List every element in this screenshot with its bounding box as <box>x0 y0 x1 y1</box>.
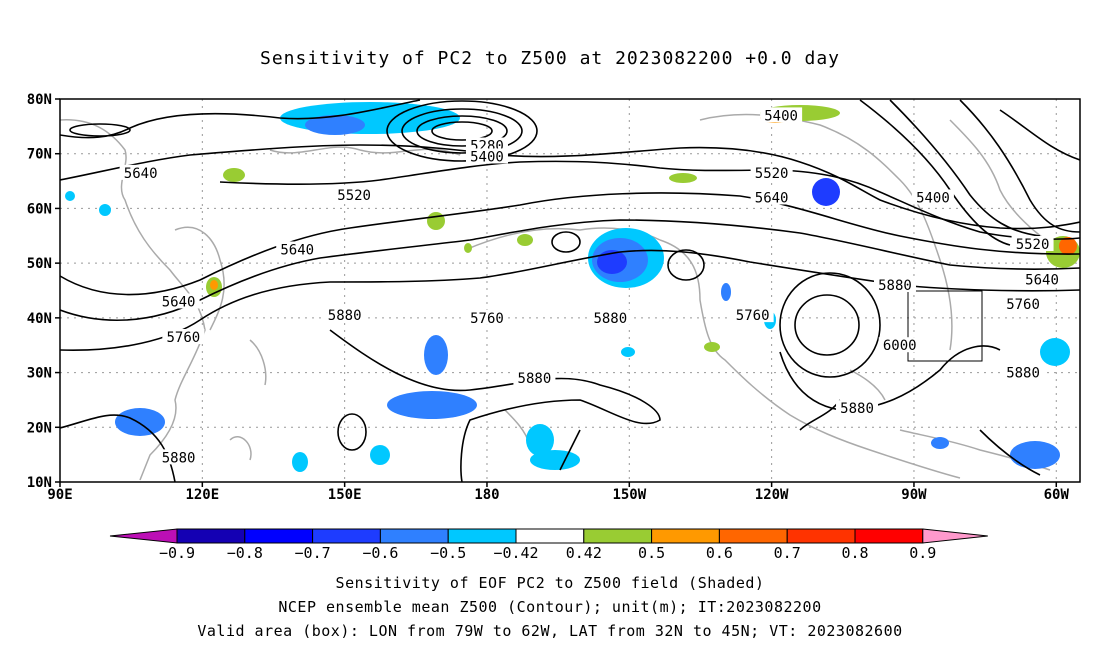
colorbar-label: −0.7 <box>295 544 331 562</box>
colorbar-min-arrow <box>109 528 178 544</box>
contour-label: 5400 <box>764 108 798 124</box>
contour-label: 5880 <box>518 371 552 387</box>
contour-label: 5760 <box>736 308 770 324</box>
colorbar: −0.9 −0.8 −0.7 −0.6 −0.5 −0.42 0.42 0.5 0.6 0.7 0.… <box>109 528 988 562</box>
contour-label: 5880 <box>593 311 627 327</box>
colorbar-label: 0.9 <box>909 544 936 562</box>
colorbar-label: −0.5 <box>430 544 466 562</box>
contour-label: 5520 <box>1016 237 1050 253</box>
lat-tick-label: 30N <box>27 366 52 382</box>
contour-label-bg <box>119 164 162 180</box>
contour-label: 5640 <box>124 166 158 182</box>
contour-label-bg <box>589 309 632 325</box>
coastlines <box>60 113 1061 481</box>
caption-valid-area: Valid area (box): LON from 79W to 62W, L… <box>197 622 903 640</box>
contour-label: 5400 <box>470 149 504 165</box>
lat-tick-label: 60N <box>27 201 52 217</box>
contour-label-bg <box>1011 235 1054 251</box>
lat-tick-label: 10N <box>27 475 52 491</box>
map-frame <box>59 98 1081 483</box>
contour-label-bg <box>465 148 508 164</box>
plot-title: Sensitivity of PC2 to Z500 at 2023082200… <box>259 48 840 69</box>
caption-shading: Sensitivity of EOF PC2 to Z500 field (Sh… <box>335 574 765 592</box>
colorbar-segment <box>176 528 246 544</box>
valid-area-box <box>907 290 983 362</box>
lat-tick-label: 80N <box>27 92 52 108</box>
contour-label: 5400 <box>916 190 950 206</box>
contour-label: 5640 <box>280 242 314 258</box>
colorbar-label: −0.8 <box>227 544 263 562</box>
contour-label-bg <box>1002 364 1045 380</box>
lon-tick-label: 150W <box>612 487 646 503</box>
colorbar-label: 0.5 <box>638 544 665 562</box>
lon-tick-label: 60W <box>1044 487 1070 503</box>
contour-label-bg <box>157 449 200 465</box>
colorbar-label: −0.9 <box>159 544 195 562</box>
colorbar-label: 0.7 <box>774 544 801 562</box>
caption-contour: NCEP ensemble mean Z500 (Contour); unit(… <box>278 598 822 616</box>
contour-label: 5760 <box>1006 297 1040 313</box>
lon-tick-label: 120E <box>185 487 219 503</box>
colorbar-label: −0.6 <box>362 544 398 562</box>
contour-label-bg <box>911 189 954 205</box>
colorbar-segment <box>515 528 585 544</box>
colorbar-segment <box>379 528 449 544</box>
contour-label-bg <box>465 309 508 325</box>
lon-tick-label: 90W <box>901 487 927 503</box>
contour-label-bg <box>276 241 319 257</box>
colorbar-segment <box>244 528 314 544</box>
colorbar-label: −0.42 <box>493 544 538 562</box>
lon-tick-label: 120W <box>755 487 789 503</box>
colorbar-segment <box>651 528 720 544</box>
colorbar-segment <box>312 528 381 544</box>
contour-label: 5880 <box>162 450 196 466</box>
colorbar-max-arrow <box>922 528 988 544</box>
contour-label-bg <box>162 329 205 345</box>
colorbar-label: 0.6 <box>706 544 733 562</box>
contour-label: 5640 <box>755 190 789 206</box>
lon-tick-label: 180 <box>474 487 499 503</box>
contour-label-bg <box>333 186 376 202</box>
contour-label-bg <box>513 370 556 386</box>
colorbar-segment <box>854 528 924 544</box>
contour-label-bg <box>1021 271 1064 287</box>
lon-tick-label: 150E <box>328 487 362 503</box>
lat-tick-label: 70N <box>27 147 52 163</box>
contour-label: 5760 <box>166 330 200 346</box>
colorbar-segment <box>583 528 653 544</box>
contour-label-bg <box>873 277 916 293</box>
contour-label: 5880 <box>1006 366 1040 382</box>
contour-label-bg <box>750 189 793 205</box>
contour-label: 5640 <box>1025 273 1059 289</box>
colorbar-label: 0.8 <box>841 544 868 562</box>
lat-tick-label: 50N <box>27 256 52 272</box>
colorbar-label: 0.42 <box>566 544 602 562</box>
lon-tick-label: 90E <box>47 487 72 503</box>
contour-label-bg <box>878 337 921 353</box>
contour-label-bg <box>323 307 366 323</box>
contour-label-bg <box>1002 296 1045 312</box>
contour-label: 5880 <box>878 278 912 294</box>
contour-label-bg <box>836 400 879 416</box>
colorbar-segment <box>718 528 788 544</box>
contour-label-bg <box>731 307 774 323</box>
colorbar-segment <box>447 528 517 544</box>
contour-label: 5520 <box>337 188 371 204</box>
contour-label-bg <box>760 107 803 123</box>
colorbar-segment <box>786 528 856 544</box>
contour-label: 5880 <box>328 308 362 324</box>
contour-label: 5640 <box>162 294 196 310</box>
contour-label-bg <box>750 164 793 180</box>
contour-label: 6000 <box>883 338 917 354</box>
lat-tick-label: 40N <box>27 311 52 327</box>
contour-label: 5880 <box>840 401 874 417</box>
contour-label: 5520 <box>755 166 789 182</box>
contour-label: 5760 <box>470 311 504 327</box>
lat-tick-label: 20N <box>27 420 52 436</box>
contour-label-bg <box>157 293 200 309</box>
